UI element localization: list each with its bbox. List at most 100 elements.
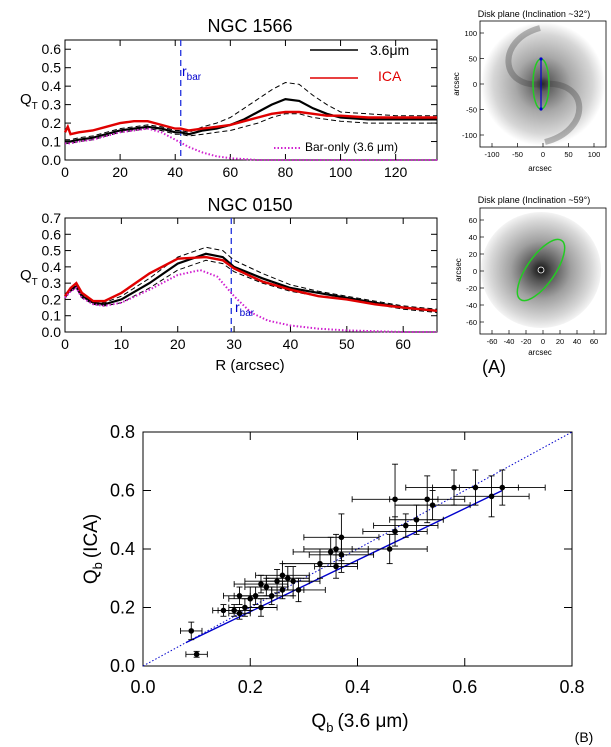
ngc1566-ticks: 0 20 40 60 80 100 120 0.0 0.1 0.2 0.3 0.4 0.5 0.6: [42, 40, 437, 180]
point-marker: [333, 563, 339, 570]
disk-y-tick-label: 0: [473, 80, 477, 89]
disk-x-tick-label: -100: [484, 150, 499, 159]
ngc0150-frame: [64, 217, 438, 333]
x-tick-label: 0.2: [238, 677, 263, 697]
y-tick-label: 0.5: [42, 60, 62, 76]
one-to-one-line: [142, 431, 573, 667]
ngc1566-panel: NGC 1566 0 20 40 60 80 100 1200.00.10.20.30.40…: [20, 16, 438, 180]
series-3-6-m: [65, 97, 437, 143]
disk-y-tick-label: -50: [466, 106, 477, 115]
ngc0150-rbar-label: rbar: [235, 299, 255, 319]
y-tick-label: 0.4: [110, 539, 135, 559]
x-tick-label: 120: [384, 164, 408, 180]
qb-ticks: 0.0 0.2 0.4 0.6 0.8 0.0 0.2 0.4 0.6 0.8: [110, 422, 585, 697]
point-marker: [488, 493, 495, 500]
data-point: [265, 566, 310, 591]
disk1-ylabel: arcsec: [452, 72, 461, 96]
point-marker: [429, 502, 436, 508]
point-marker: [284, 575, 291, 582]
point-marker: [295, 587, 302, 593]
disk1-galaxy-image: [481, 22, 605, 146]
disk2-galaxy-image: [481, 212, 601, 328]
data-point: [314, 554, 358, 579]
y-tick-label: 0.5: [42, 243, 62, 259]
x-tick-label: 60: [223, 164, 239, 180]
disk2-ylabel: arcsec: [454, 258, 463, 282]
y-tick-label: 0.0: [42, 324, 62, 340]
point-marker: [338, 534, 345, 541]
panel-label-b: (B): [575, 729, 594, 745]
ngc1566-rbar-label: rbar: [182, 63, 202, 83]
x-tick-label: 0: [61, 164, 69, 180]
point-marker: [279, 572, 286, 579]
disk-x-tick-label: 0: [541, 337, 545, 346]
y-tick-label: 0.0: [110, 656, 135, 676]
y-tick-label: 0.2: [42, 115, 62, 131]
series-bar-only-3-6-m: [65, 127, 437, 161]
x-tick-label: 50: [339, 336, 355, 352]
disk-x-tick-label: 0: [541, 150, 545, 159]
point-marker: [317, 560, 323, 567]
data-point: [453, 475, 530, 518]
disk2-green-ellipse: [516, 238, 566, 302]
y-tick-label: 0.4: [42, 78, 62, 94]
disk-y-tick-label: 20: [469, 250, 477, 259]
ngc0150-title: NGC 0150: [207, 195, 292, 215]
ngc1566-ylabel: QT: [20, 91, 38, 112]
y-tick-label: 0.3: [42, 97, 62, 113]
y-tick-label: 0.0: [42, 152, 62, 168]
disk-x-tick-label: -20: [521, 337, 532, 346]
y-tick-label: 0.6: [42, 41, 62, 57]
x-tick-label: 20: [170, 336, 186, 352]
x-tick-label: 0.6: [452, 677, 477, 697]
disk-x-tick-label: 50: [564, 150, 572, 159]
x-tick-label: 40: [283, 336, 299, 352]
point-marker: [236, 610, 243, 617]
data-point: [185, 650, 208, 658]
x-tick-label: 0.4: [345, 677, 370, 697]
ngc0150-xlabel: R (arcsec): [215, 357, 284, 374]
data-point: [271, 577, 326, 603]
ngc0150-ticks: 0 10 20 30 40 50 60 0.00.10.20.30.40.50.60.7: [42, 210, 437, 352]
x-tick-label: 0.8: [559, 677, 584, 697]
y-tick-label: 0.2: [42, 291, 62, 307]
qb-panel: 0.0 0.2 0.4 0.6 0.8 0.0 0.2 0.4 0.6 0.8 Qb (3.6 μm…: [81, 422, 593, 745]
disk-y-tick-label: 50: [469, 55, 477, 64]
qb-points: [180, 463, 546, 658]
data-point: [373, 513, 439, 538]
data-point: [458, 469, 546, 506]
data-point: [228, 607, 251, 620]
qb-ylabel: Qb(ICA): [81, 514, 105, 584]
disk-x-tick-label: -40: [504, 337, 515, 346]
x-tick-label: 0.0: [130, 677, 155, 697]
data-point: [249, 586, 294, 606]
point-marker: [290, 578, 296, 584]
disk-y-tick-label: 0: [473, 267, 477, 276]
legend-label-36um: 3.6μm: [370, 42, 409, 58]
point-marker: [263, 584, 270, 590]
disk-y-tick-label: -40: [466, 301, 477, 310]
series-3-6-m-lower: [64, 259, 438, 313]
disk2-xlabel: arcsec: [528, 348, 552, 357]
y-tick-label: 0.8: [110, 422, 135, 442]
data-point: [265, 566, 321, 597]
disk-x-tick-label: -60: [487, 337, 498, 346]
y-tick-label: 0.2: [110, 598, 135, 618]
data-point: [389, 475, 466, 524]
ngc0150-panel: NGC 0150 0 10 20 30 40 50 60 0.00.10.20.30.40.5…: [20, 195, 438, 374]
disk-y-tick-label: -20: [466, 284, 477, 293]
x-tick-label: 40: [167, 164, 183, 180]
point-marker: [333, 546, 339, 552]
series-3-6-m-upper: [65, 81, 437, 141]
series-3-6-m-upper: [64, 246, 438, 310]
point-marker: [258, 604, 264, 611]
disk1-spiral-arms: [505, 25, 583, 145]
annotation-bar-only: Bar-only (3.6 μm): [305, 140, 398, 154]
data-point: [281, 548, 358, 579]
y-tick-label: 0.1: [42, 134, 62, 150]
x-tick-label: 10: [114, 336, 130, 352]
disk1-bar-end-top: [539, 57, 543, 61]
series-ica: [64, 255, 438, 312]
data-point: [180, 621, 203, 641]
ngc0150-series: [64, 218, 438, 333]
